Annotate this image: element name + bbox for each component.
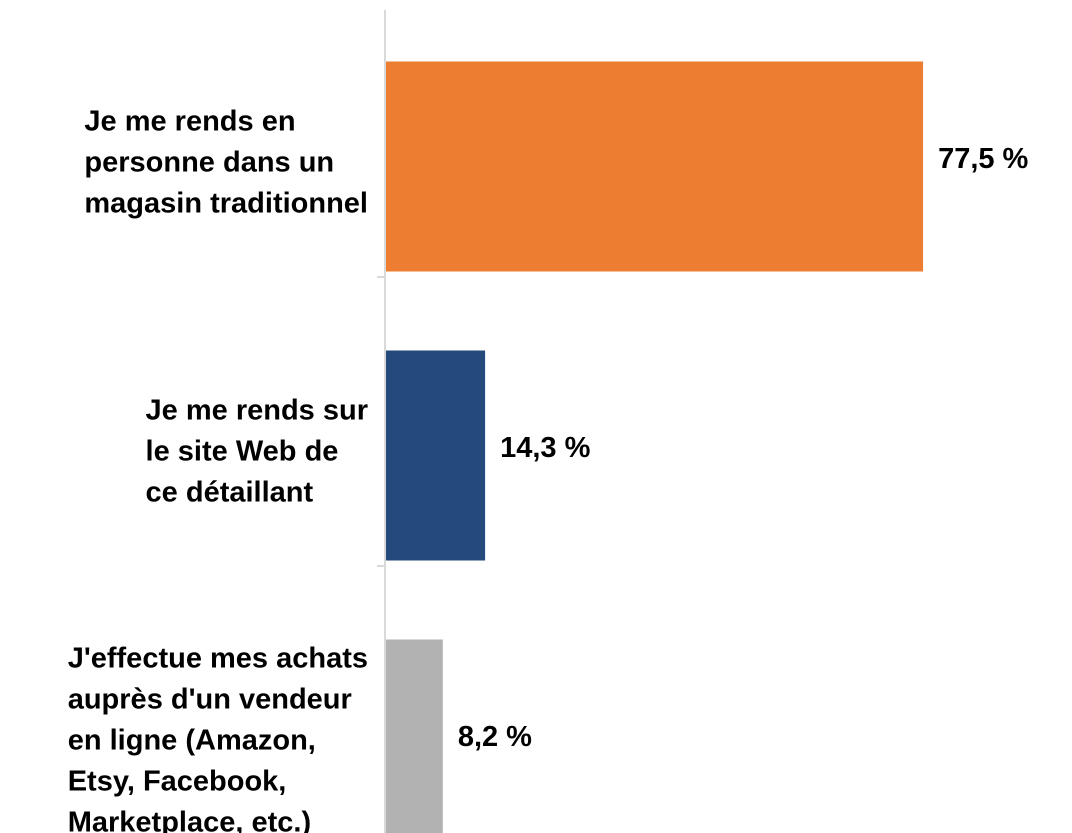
value-label: 8,2 % <box>458 721 532 753</box>
category-label: J'effectue mes achats auprès d'un vendeu… <box>67 642 368 833</box>
category-label: Je me rends sur le site Web de ce détail… <box>145 394 368 508</box>
bar <box>386 639 443 833</box>
bar <box>386 61 924 272</box>
value-label: 77,5 % <box>938 143 1028 175</box>
category-label: Je me rends en personne dans un magasin … <box>84 105 368 219</box>
bar <box>386 350 486 561</box>
value-label: 14,3 % <box>500 432 590 464</box>
